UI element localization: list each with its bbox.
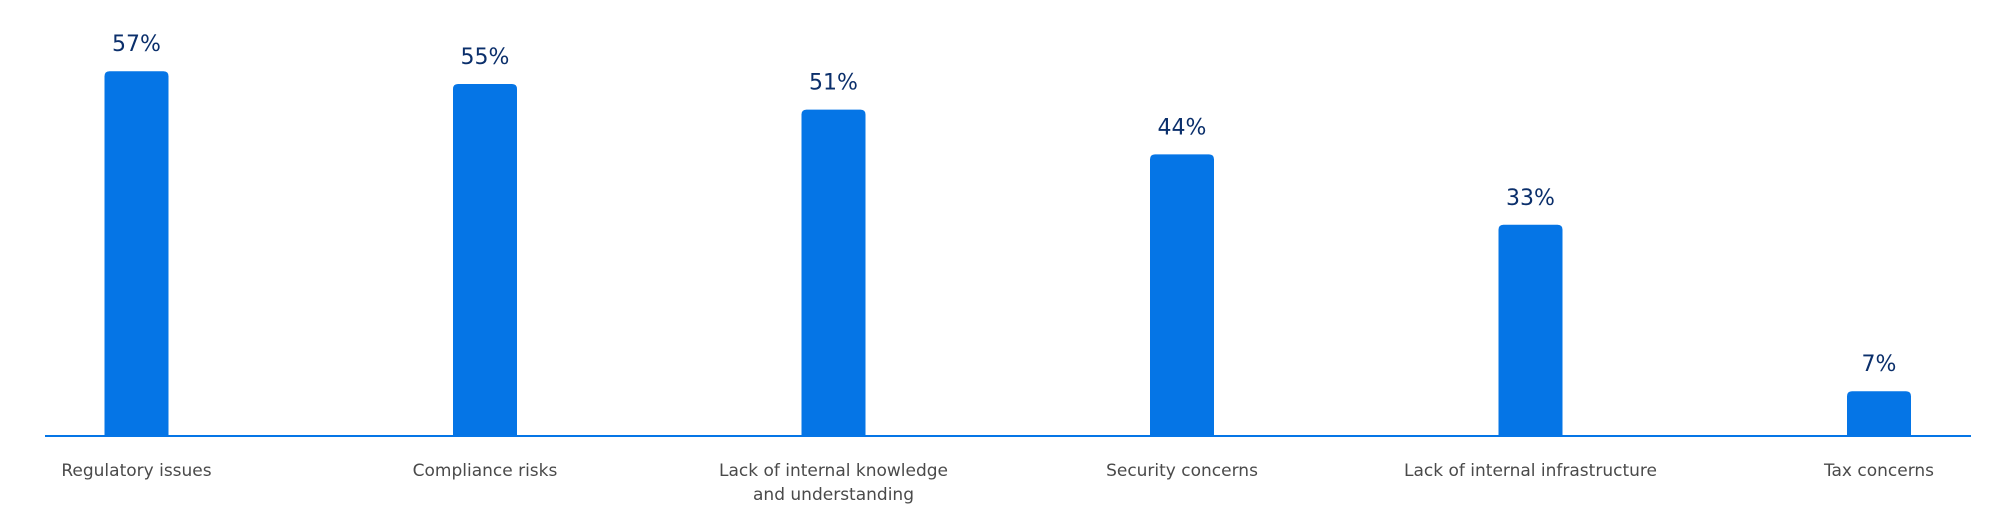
- bar: [1847, 391, 1911, 436]
- category-label: Regulatory issues: [61, 461, 212, 481]
- value-label: 44%: [1158, 115, 1207, 140]
- value-label: 33%: [1506, 186, 1555, 211]
- category-label: Compliance risks: [412, 461, 558, 481]
- category-label: Tax concerns: [1823, 461, 1935, 481]
- category-label: Security concerns: [1106, 461, 1258, 481]
- bar: [1498, 224, 1563, 436]
- category-label: Lack of internal infrastructure: [1404, 461, 1657, 481]
- category-label: Lack of internal knowledge and understan…: [718, 461, 949, 505]
- value-label: 51%: [809, 71, 858, 96]
- value-label: 57%: [112, 32, 161, 57]
- value-label: 7%: [1862, 352, 1897, 377]
- bar: [104, 71, 169, 436]
- value-label: 55%: [461, 45, 510, 70]
- bar: [453, 84, 517, 436]
- bar: [801, 109, 866, 436]
- bar: [1150, 154, 1214, 436]
